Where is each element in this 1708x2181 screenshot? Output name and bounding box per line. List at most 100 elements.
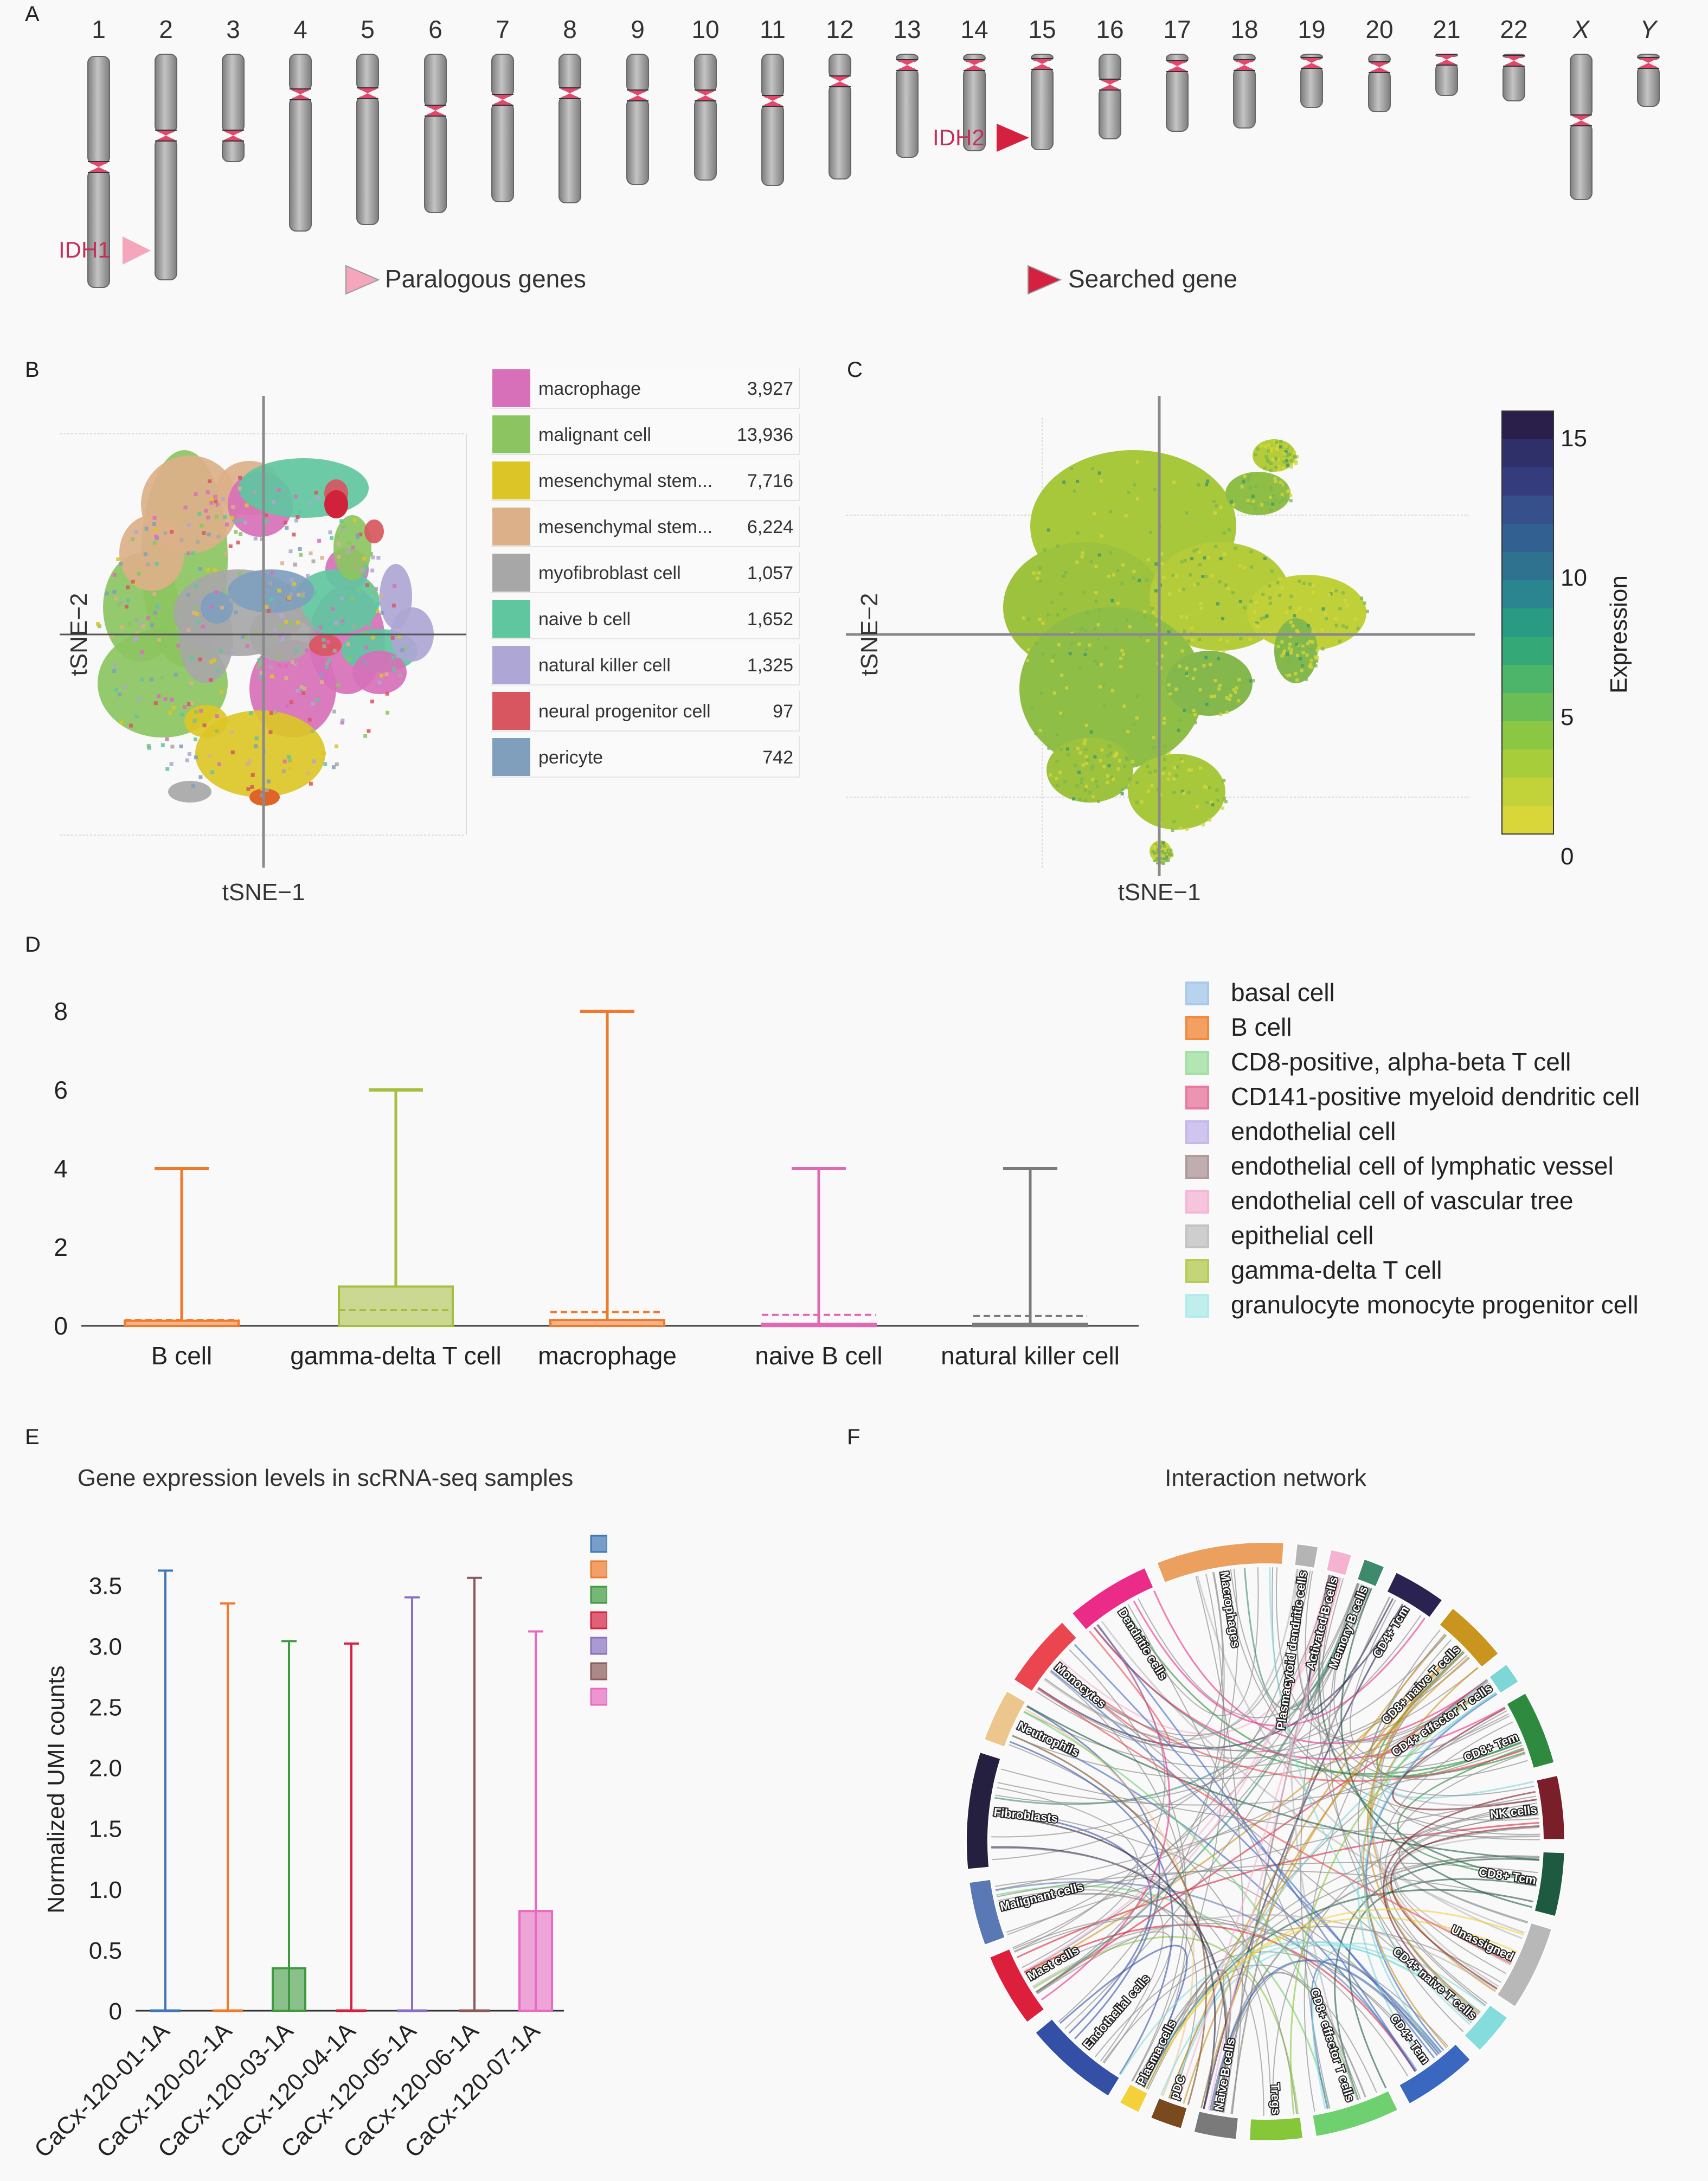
cell-dot [342,524,346,529]
legend-d-item-8[interactable]: gamma-delta T cell [1185,1256,1442,1284]
expression-dot [1286,464,1290,467]
expression-dot [1274,480,1277,484]
colorbar-segment [1502,665,1553,694]
expression-dot [1294,461,1298,465]
expression-dot [1046,528,1050,532]
expression-dot [1240,687,1244,690]
node-arc-cd4-tem[interactable] [1398,2043,1472,2105]
legend-d-item-6[interactable]: endothelial cell of vascular tree [1185,1186,1574,1215]
legend-row-3[interactable]: mesenchymal stem... 6,224 [491,506,800,547]
cell-dot [400,645,404,650]
node-arc-plasmacytoid-dendritic-cells[interactable] [1294,1543,1319,1569]
expression-dot [1070,466,1074,470]
expression-region [1019,607,1204,770]
node-arc-cd4-tcm[interactable] [1386,1571,1443,1619]
expression-dot [1288,642,1292,646]
expression-dot [1251,502,1255,506]
legend-e-item-4[interactable]: CaCx-120-05-1A [590,1635,607,1656]
expression-dot [1209,695,1213,698]
node-arc-neutrophils[interactable] [983,1690,1026,1748]
cell-dot [323,762,328,766]
node-arc-naive-b-cells[interactable] [1193,2110,1239,2140]
node-arc-dendritic-cells[interactable] [1071,1567,1154,1631]
expression-dot [1286,490,1290,493]
node-arc-cd8-tcm[interactable] [1533,1851,1565,1917]
legend-row-4[interactable]: myofibroblast cell 1,057 [491,552,800,593]
node-arc-nk-cells[interactable] [1536,1774,1565,1840]
expression-dot [1138,579,1141,582]
legend-e-item-5[interactable]: CaCx-120-06-1A [590,1661,607,1681]
cell-dot [140,650,144,654]
cell-dot [231,505,235,509]
legend-row-7[interactable]: neural progenitor cell 97 [491,690,800,732]
expression-dot [1269,447,1273,451]
node-arc-plasma-cells[interactable] [1119,2083,1149,2114]
node-arc-cd8-effector-t-cells[interactable] [1312,2089,1399,2138]
node-arc-malignant-cells[interactable] [968,1878,1006,1946]
node-arc-unassigned[interactable] [1496,1922,1553,2008]
node-arc-pdc[interactable] [1150,2097,1188,2129]
legend-e-item-3[interactable]: CaCx-120-04-1A [590,1610,607,1630]
legend-d-item-7[interactable]: epithelial cell [1185,1221,1373,1249]
legend-d-item-5[interactable]: endothelial cell of lymphatic vessel [1185,1152,1614,1180]
interaction-link [1044,1634,1447,1751]
expression-dot [1168,852,1172,856]
cell-dot [280,637,285,642]
node-arc-macrophages[interactable] [1156,1542,1285,1584]
legend-d-item-3[interactable]: CD141-positive myeloid dendritic cell [1185,1082,1640,1111]
legend-d-item-0[interactable]: basal cell [1185,978,1335,1006]
legend-d-item-2[interactable]: CD8-positive, alpha-beta T cell [1185,1048,1571,1076]
cell-dot [97,624,101,628]
cell-dot [198,657,202,662]
chromosome-2 [155,54,177,280]
node-arc-cd4-naive-t-cells[interactable] [1463,2004,1508,2051]
node-arc-memory-b-cells[interactable] [1356,1558,1385,1588]
expression-dot [1038,567,1042,570]
cell-dot [391,656,396,660]
node-arc-endothelial-cells[interactable] [1034,2018,1121,2097]
node-arc-mast-cells[interactable] [988,1948,1045,2024]
expression-dot [1160,851,1164,855]
expression-dot [1279,439,1283,443]
legend-row-8[interactable]: pericyte 742 [491,736,800,778]
expression-dot [1116,601,1120,605]
legend-e-item-1[interactable]: CaCx-120-02-1A [590,1559,607,1579]
legend-e-item-2[interactable]: CaCx-120-03-1A [590,1585,607,1605]
legend-d-item-9[interactable]: granulocyte monocyte progenitor cell [1185,1291,1639,1319]
legend-count: 742 [762,747,793,768]
expression-dot [1164,641,1167,645]
expression-dot [1251,495,1255,498]
node-arc-cd8-tem[interactable] [1506,1692,1555,1769]
legend-d-item-1[interactable]: B cell [1185,1013,1292,1041]
interaction-link [991,1582,1358,1838]
axis-e-ylabel: Normalized UMI counts [43,1665,69,1913]
node-arc-fibroblasts[interactable] [966,1751,1001,1870]
node-arc-tregs[interactable] [1248,2116,1304,2141]
expression-dot [1135,695,1139,698]
legend-d-item-4[interactable]: endothelial cell [1185,1117,1396,1145]
interaction-link [1006,1795,1537,1933]
cell-dot [398,673,402,677]
expression-dot [1213,679,1217,683]
cell-dot [195,612,200,616]
node-arc-cd8-naive-t-cells[interactable] [1438,1607,1500,1669]
legend-e-item-0[interactable]: CaCx-120-01-1A [590,1534,607,1554]
legend-row-5[interactable]: naive b cell 1,652 [491,598,800,639]
legend-row-0[interactable]: macrophage 3,927 [491,368,800,409]
node-arc-activated-b-cells[interactable] [1325,1549,1353,1577]
node-arc-cd4-effector-t-cells[interactable] [1488,1663,1520,1695]
expression-dot [1179,615,1183,619]
node-arc-monocytes[interactable] [1013,1621,1078,1692]
chromosome-7 [491,54,514,202]
cell-dot [239,532,243,536]
legend-e-item-6[interactable]: CaCx-120-07-1A [590,1686,607,1707]
expression-dot [1119,665,1123,669]
expression-dot [1073,489,1076,493]
legend-row-6[interactable]: natural killer cell 1,325 [491,644,800,685]
legend-row-1[interactable]: malignant cell 13,936 [491,414,800,455]
expression-dot [1155,623,1159,627]
legend-row-2[interactable]: mesenchymal stem... 7,716 [491,460,800,501]
cell-dot [198,567,202,571]
interaction-link [1143,1856,1540,2088]
cell-dot [260,793,264,798]
